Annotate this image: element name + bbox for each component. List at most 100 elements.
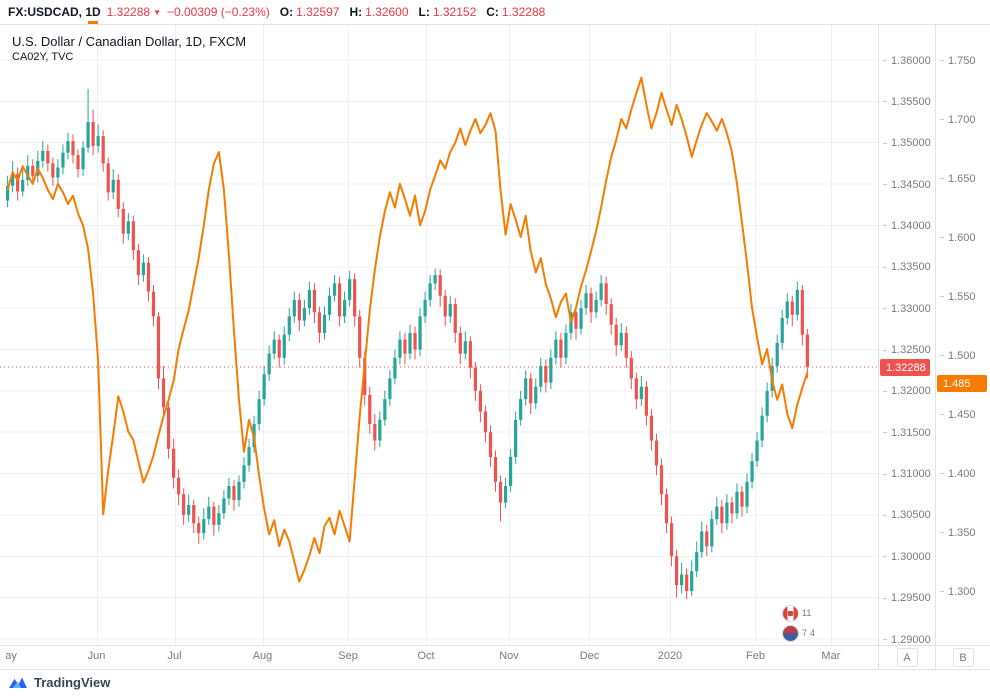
candle-up [388,378,392,400]
candle-up [700,531,704,553]
time-tick-label: Feb [745,650,765,662]
candle-down [609,304,613,325]
candle-up [21,179,25,192]
ca02y-color-marker [88,21,98,24]
time-tick-label: Nov [499,650,519,662]
legend-main-series[interactable]: U.S. Dollar / Canadian Dollar, 1D, FXCM [12,34,247,49]
ideas-count: 7 [802,628,808,638]
candle-up [594,299,598,313]
ideas-badges[interactable]: 11 7 4 [782,603,830,643]
candle-up [725,502,729,524]
candle-down [277,339,281,358]
candle-up [599,283,603,300]
price-chart-canvas[interactable] [0,25,878,646]
time-tick-label: 2020 [657,650,683,662]
ideas-badge-row[interactable]: 7 4 [782,623,830,643]
candle-up [680,574,684,586]
canada-flag-icon [782,604,799,622]
candle-down [493,457,498,482]
flag-icon [782,624,799,642]
axis-tick-label: 1.30000 [879,550,931,563]
footer-bar: TradingView [0,670,990,695]
candle-up [302,308,306,321]
legend-compare-series[interactable]: CA02Y, TVC [12,51,74,63]
candle-up [56,167,60,178]
candle-down [136,250,140,276]
candle-up [41,150,45,161]
candle-down [468,341,472,368]
candle-down [171,448,176,478]
price-scale-usdcad[interactable]: 1.32288 A 1.36000 1.35500 1.35000 1.34500 1.… [878,25,935,669]
candle-up [257,399,261,424]
chart-plot-area[interactable]: U.S. Dollar / Canadian Dollar, 1D, FXCM … [0,25,878,669]
candle-down [478,390,483,412]
candle-up [418,316,422,350]
candle-up [332,283,337,296]
candle-down [740,491,744,507]
candle-up [519,399,523,420]
candle-down [544,366,548,383]
symbol-title[interactable]: FX:USDCAD, 1D [8,5,101,19]
tradingview-logo-icon[interactable] [8,675,28,690]
candle-up [292,299,296,317]
candle-up [237,481,241,501]
close-value: 1.32288 [501,5,546,19]
scale-b-button[interactable]: B [952,648,974,667]
candle-up [428,283,432,300]
axis-tick-label: 1.34500 [879,178,931,191]
candle-down [800,289,804,335]
candle-down [151,291,156,317]
candle-up [262,374,266,400]
candle-up [564,332,568,358]
candle-down [488,432,493,458]
axis-tick-label: 1.29000 [879,633,931,646]
ca02y-line [6,76,809,583]
candle-down [146,262,151,292]
axis-tick-label: 1.550 [936,290,976,303]
candle-down [161,378,166,408]
ideas-badge-row[interactable]: 11 [782,603,830,623]
axis-tick-label: 1.750 [936,54,976,67]
candle-down [368,394,372,424]
candle-up [423,299,427,317]
candle-down [232,485,236,501]
axis-tick-label: 1.300 [936,585,976,598]
candle-down [116,179,120,209]
candle-up [514,419,518,458]
axis-tick-label: 1.35000 [879,137,931,150]
auto-scale-button[interactable]: A [896,648,918,667]
candle-down [805,334,809,367]
time-axis[interactable]: ay Jun Jul Aug Sep Oct Nov Dec 2020 Feb Mar [0,645,878,669]
open-label: O: [279,5,294,19]
candle-down [529,378,533,404]
candle-up [383,399,387,420]
time-tick-label: Aug [252,650,273,662]
candle-up [619,332,623,346]
candle-down [317,312,322,333]
high-label: H: [349,5,363,19]
candle-up [348,279,352,300]
candle-up [272,339,276,354]
candle-up [282,334,286,358]
candle-down [629,357,633,379]
candle-down [654,440,659,466]
candle-down [659,465,664,495]
price-scale-ca02y[interactable]: 1.485 B 1.750 1.700 1.650 1.600 1.550 1.500 1.… [935,25,990,669]
candle-up [287,316,291,335]
candle-up [735,491,739,514]
candle-down [644,386,649,416]
axis-tick-label: 1.400 [936,467,976,480]
candle-down [212,506,216,525]
candle-up [393,357,397,379]
candle-up [307,289,311,309]
candle-up [785,301,789,319]
chart-legend: U.S. Dollar / Canadian Dollar, 1D, FXCM … [12,33,246,65]
candle-up [765,390,769,416]
tradingview-brand[interactable]: TradingView [34,675,111,690]
candle-down [31,165,35,176]
candle-down [106,163,110,193]
candle-up [433,275,437,284]
header-price-change: −0.00309 (−0.23%) [166,5,270,19]
yield-scale-footer: B [936,645,990,669]
candle-up [207,506,211,520]
